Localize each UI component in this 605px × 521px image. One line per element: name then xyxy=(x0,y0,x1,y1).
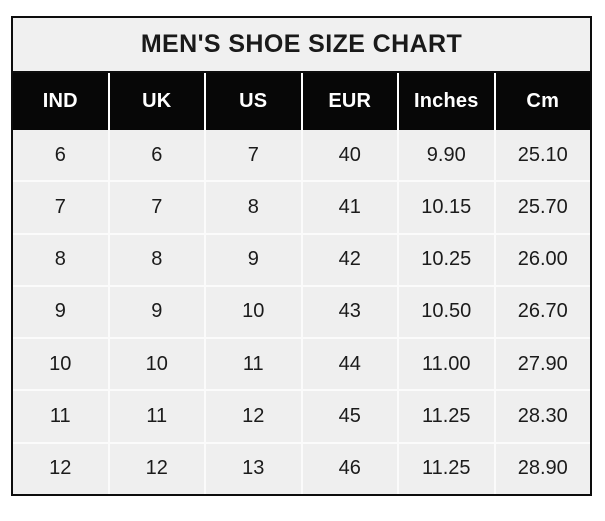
cell-inches: 11.25 xyxy=(399,443,496,494)
table-row: 11 11 12 45 11.25 28.30 xyxy=(13,389,590,442)
cell-ind: 7 xyxy=(13,182,110,233)
column-header-ind: IND xyxy=(13,73,110,130)
chart-title-row: MEN'S SHOE SIZE CHART xyxy=(13,18,590,73)
table-header-row: IND UK US EUR Inches Cm xyxy=(13,73,590,130)
cell-us: 10 xyxy=(206,286,303,338)
cell-inches: 10.25 xyxy=(399,234,496,285)
table-row: 9 9 10 43 10.50 26.70 xyxy=(13,284,590,338)
cell-inches: 10.50 xyxy=(399,286,496,338)
cell-us: 12 xyxy=(206,391,303,442)
cell-ind: 6 xyxy=(13,130,110,181)
table-row: 10 10 11 44 11.00 27.90 xyxy=(13,337,590,390)
cell-inches: 11.25 xyxy=(399,391,496,442)
cell-us: 13 xyxy=(206,443,303,494)
cell-ind: 9 xyxy=(13,286,110,338)
cell-cm: 26.70 xyxy=(495,286,590,338)
size-chart-table: MEN'S SHOE SIZE CHART IND UK US EUR Inch… xyxy=(11,16,592,496)
cell-eur: 44 xyxy=(302,339,399,390)
cell-cm: 28.90 xyxy=(495,443,590,494)
cell-cm: 25.70 xyxy=(495,182,590,233)
cell-cm: 26.00 xyxy=(495,234,590,285)
cell-ind: 10 xyxy=(13,339,110,390)
table-row: 7 7 8 41 10.15 25.70 xyxy=(13,180,590,233)
cell-inches: 11.00 xyxy=(399,339,496,390)
cell-ind: 11 xyxy=(13,391,110,442)
cell-eur: 40 xyxy=(302,130,399,181)
cell-uk: 6 xyxy=(109,130,206,181)
cell-inches: 10.15 xyxy=(399,182,496,233)
cell-uk: 11 xyxy=(109,391,206,442)
cell-us: 11 xyxy=(206,339,303,390)
column-header-eur: EUR xyxy=(302,73,399,130)
column-header-us: US xyxy=(206,73,303,130)
column-header-inches: Inches xyxy=(399,73,496,130)
column-header-cm: Cm xyxy=(495,73,590,130)
cell-ind: 12 xyxy=(13,443,110,494)
cell-eur: 46 xyxy=(302,443,399,494)
cell-eur: 42 xyxy=(302,234,399,285)
column-header-uk: UK xyxy=(109,73,206,130)
cell-uk: 12 xyxy=(109,443,206,494)
cell-cm: 28.30 xyxy=(495,391,590,442)
cell-inches: 9.90 xyxy=(399,130,496,181)
cell-cm: 25.10 xyxy=(495,130,590,181)
table-body: IND UK US EUR Inches Cm 6 6 7 40 9.90 25… xyxy=(13,73,590,494)
table-row: 12 12 13 46 11.25 28.90 xyxy=(13,441,590,494)
table-row: 6 6 7 40 9.90 25.10 xyxy=(13,130,590,181)
cell-us: 7 xyxy=(206,130,303,181)
cell-us: 9 xyxy=(206,234,303,285)
page-title: MEN'S SHOE SIZE CHART xyxy=(140,30,463,58)
cell-eur: 43 xyxy=(302,286,399,338)
cell-ind: 8 xyxy=(13,234,110,285)
cell-us: 8 xyxy=(206,182,303,233)
cell-uk: 9 xyxy=(109,286,206,338)
table-row: 8 8 9 42 10.25 26.00 xyxy=(13,232,590,285)
cell-cm: 27.90 xyxy=(495,339,590,390)
cell-uk: 8 xyxy=(109,234,206,285)
cell-uk: 10 xyxy=(109,339,206,390)
cell-uk: 7 xyxy=(109,182,206,233)
cell-eur: 41 xyxy=(302,182,399,233)
cell-eur: 45 xyxy=(302,391,399,442)
